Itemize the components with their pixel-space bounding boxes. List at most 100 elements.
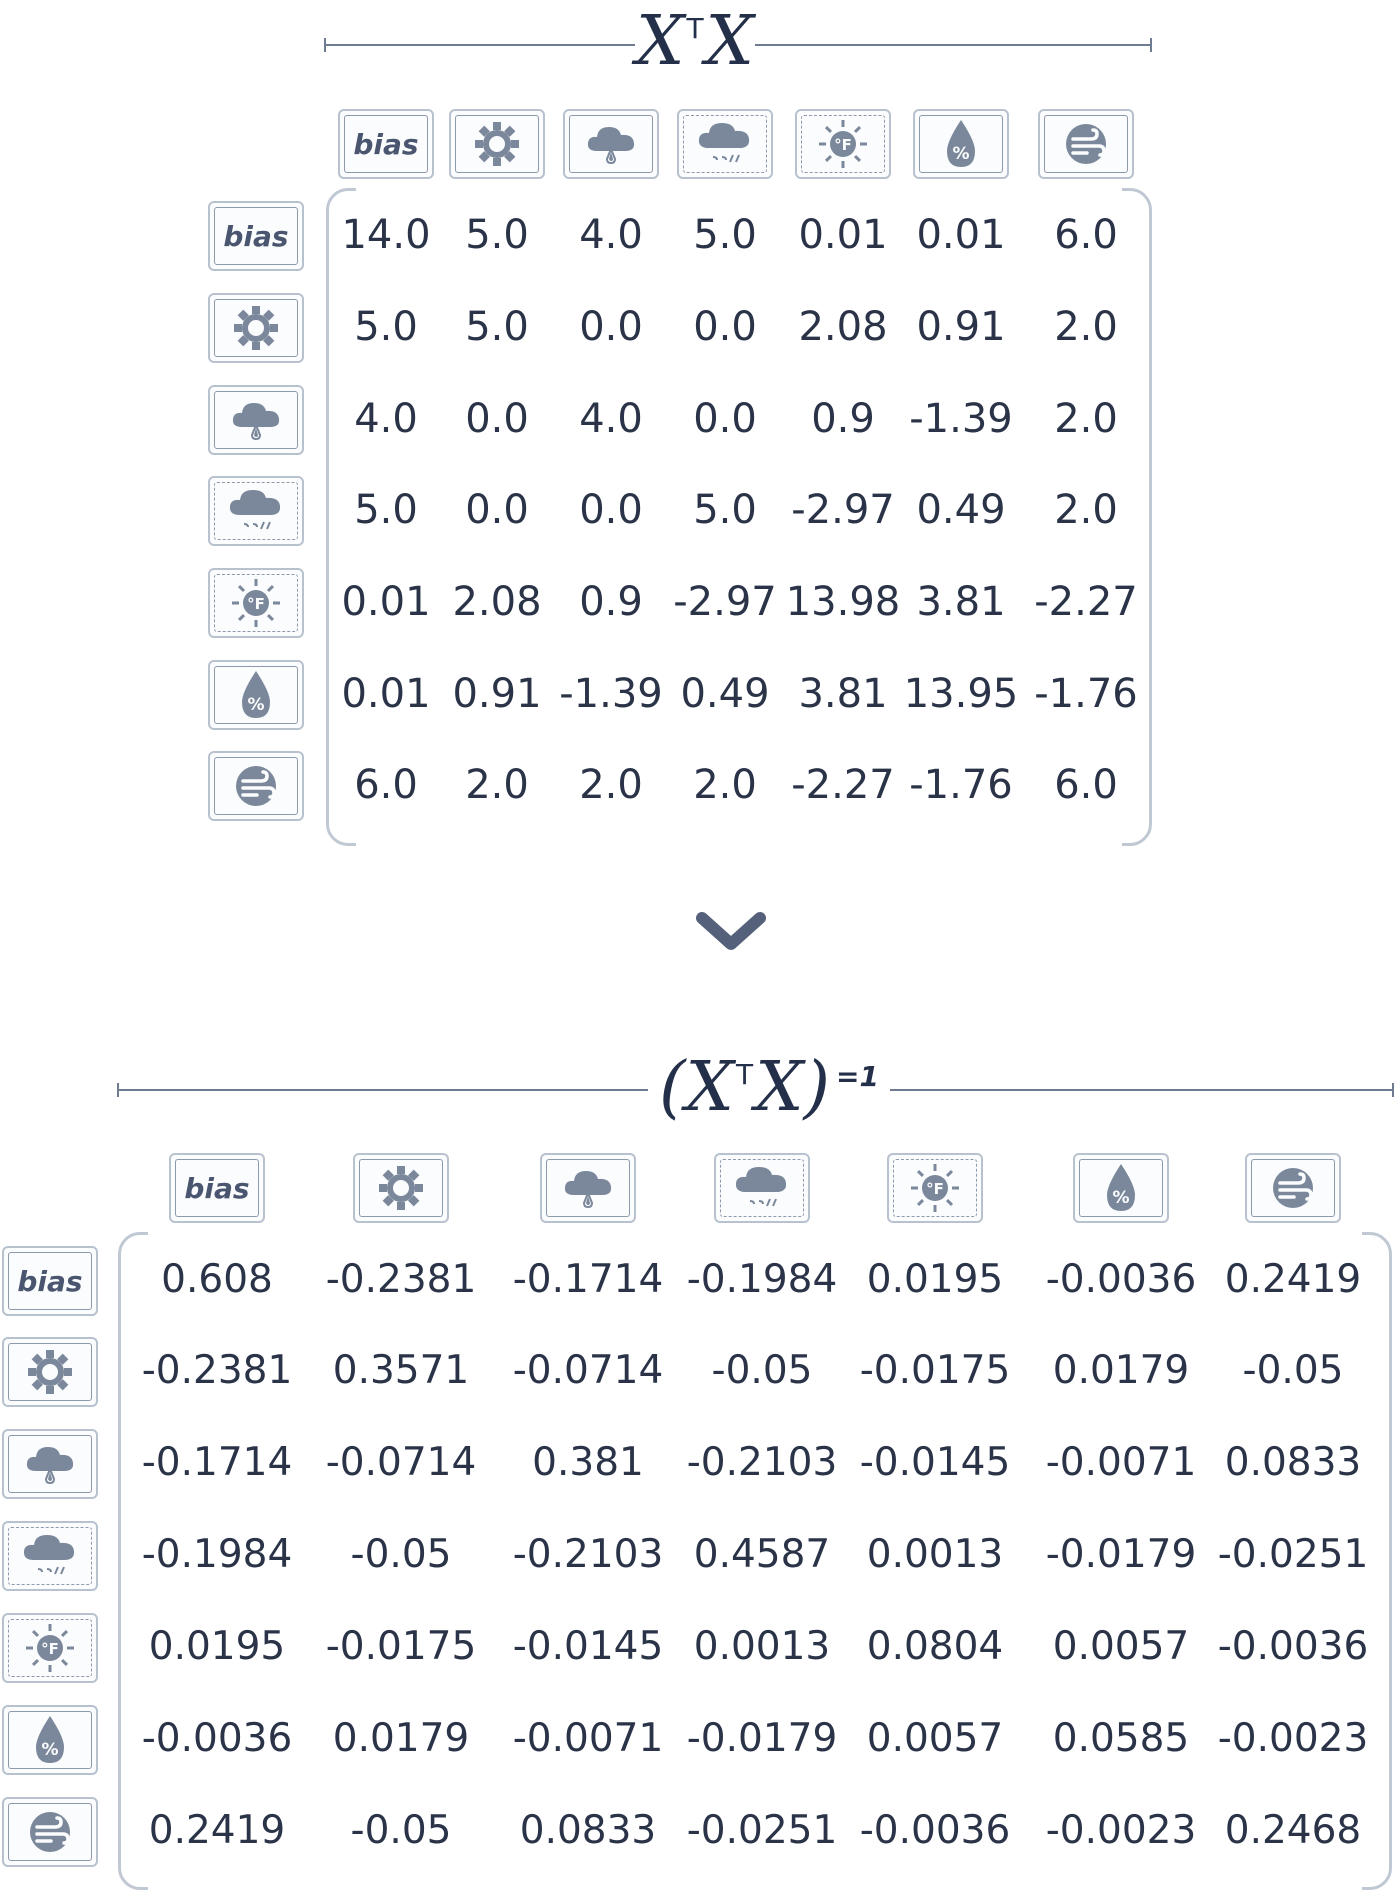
bottom-cell-r3-c0: -0.1984 xyxy=(141,1532,293,1577)
top-col-header-wind xyxy=(1038,109,1134,179)
top-cell-r0-c4: 0.01 xyxy=(798,212,888,258)
wind-icon xyxy=(1061,119,1111,169)
top-col-header-humidity: % xyxy=(913,109,1009,179)
top-row-header-sun xyxy=(208,293,304,363)
title-transpose: T xyxy=(686,12,704,45)
top-col-header-sun xyxy=(449,109,545,179)
top-cell-r3-c4: -2.97 xyxy=(791,487,895,533)
top-cell-r5-c1: 0.91 xyxy=(452,671,542,717)
bottom-row-header-humidity: % xyxy=(2,1705,98,1775)
svg-text:%: % xyxy=(952,144,969,164)
top-row-header-storm-cloud xyxy=(208,476,304,546)
bottom-row-header-temperature: °F xyxy=(2,1613,98,1683)
bottom-cell-r0-c1: -0.2381 xyxy=(325,1257,477,1302)
top-cell-r0-c6: 6.0 xyxy=(1054,212,1118,258)
humidity-icon: % xyxy=(1099,1161,1143,1215)
humidity-icon: % xyxy=(234,668,278,722)
top-cell-r2-c0: 4.0 xyxy=(354,396,418,442)
title-transpose: T xyxy=(735,1058,754,1091)
title-inverse-exponent: =1 xyxy=(836,1060,879,1093)
bottom-cell-r5-c3: -0.0179 xyxy=(686,1716,838,1761)
bottom-cell-r6-c3: -0.0251 xyxy=(686,1808,838,1853)
bottom-title-rule-right xyxy=(890,1089,1392,1091)
bottom-cell-r3-c5: -0.0179 xyxy=(1045,1532,1197,1577)
bottom-col-header-rain-cloud xyxy=(540,1153,636,1223)
top-cell-r1-c5: 0.91 xyxy=(916,304,1006,350)
top-cell-r3-c3: 5.0 xyxy=(693,487,757,533)
sun-icon xyxy=(376,1163,426,1213)
bias-label: bias xyxy=(17,1264,83,1298)
top-cell-r6-c2: 2.0 xyxy=(579,762,643,808)
bottom-col-header-wind xyxy=(1245,1153,1341,1223)
top-cell-r3-c2: 0.0 xyxy=(579,487,643,533)
rain-cloud-icon xyxy=(560,1165,616,1211)
top-cell-r4-c5: 3.81 xyxy=(916,579,1006,625)
bottom-col-header-sun xyxy=(353,1153,449,1223)
top-cell-r2-c3: 0.0 xyxy=(693,396,757,442)
wind-icon xyxy=(1268,1163,1318,1213)
top-cell-r5-c5: 13.95 xyxy=(903,671,1019,717)
bottom-cell-r6-c4: -0.0036 xyxy=(859,1808,1011,1853)
bottom-cell-r0-c6: 0.2419 xyxy=(1224,1257,1362,1302)
bottom-cell-r2-c0: -0.1714 xyxy=(141,1440,293,1485)
svg-text:°F: °F xyxy=(41,1640,59,1658)
bottom-cell-r2-c3: -0.2103 xyxy=(686,1440,838,1485)
sun-icon xyxy=(231,303,281,353)
bottom-title-tick-right xyxy=(1392,1083,1394,1097)
bottom-cell-r2-c6: 0.0833 xyxy=(1224,1440,1362,1485)
temperature-icon: °F xyxy=(905,1163,965,1213)
bias-label: bias xyxy=(353,127,419,161)
top-row-header-wind xyxy=(208,751,304,821)
bottom-title-tick-left xyxy=(117,1083,119,1097)
bottom-cell-r4-c0: 0.0195 xyxy=(148,1624,286,1669)
top-title-rule-left xyxy=(325,44,635,46)
top-col-header-rain-cloud xyxy=(563,109,659,179)
humidity-icon: % xyxy=(28,1713,72,1767)
bottom-cell-r6-c5: -0.0023 xyxy=(1045,1808,1197,1853)
top-cell-r6-c3: 2.0 xyxy=(693,762,757,808)
bottom-cell-r6-c0: 0.2419 xyxy=(148,1808,286,1853)
top-cell-r1-c0: 5.0 xyxy=(354,304,418,350)
top-cell-r6-c0: 6.0 xyxy=(354,762,418,808)
title-x: X xyxy=(685,1048,734,1127)
rain-cloud-icon xyxy=(583,121,639,167)
temperature-icon: °F xyxy=(813,119,873,169)
top-cell-r5-c0: 0.01 xyxy=(341,671,431,717)
top-cell-r0-c0: 14.0 xyxy=(341,212,431,258)
top-cell-r3-c6: 2.0 xyxy=(1054,487,1118,533)
bottom-row-header-sun xyxy=(2,1337,98,1407)
top-cell-r6-c5: -1.76 xyxy=(909,762,1013,808)
top-cell-r2-c5: -1.39 xyxy=(909,396,1013,442)
title-x2: X xyxy=(705,2,754,81)
bottom-col-header-bias: bias xyxy=(169,1153,265,1223)
rain-cloud-icon xyxy=(22,1441,78,1487)
rain-cloud-icon xyxy=(228,397,284,443)
bottom-cell-r5-c6: -0.0023 xyxy=(1217,1716,1369,1761)
bottom-row-header-storm-cloud xyxy=(2,1521,98,1591)
top-col-header-temperature: °F xyxy=(795,109,891,179)
bottom-cell-r1-c1: 0.3571 xyxy=(332,1348,470,1393)
bottom-cell-r5-c0: -0.0036 xyxy=(141,1716,293,1761)
bias-label: bias xyxy=(184,1171,250,1205)
top-bracket-gap-top xyxy=(356,184,1122,192)
bottom-cell-r5-c1: 0.0179 xyxy=(332,1716,470,1761)
sun-icon xyxy=(25,1347,75,1397)
bottom-cell-r4-c4: 0.0804 xyxy=(866,1624,1004,1669)
top-cell-r5-c4: 3.81 xyxy=(798,671,888,717)
top-cell-r4-c6: -2.27 xyxy=(1034,579,1138,625)
bottom-cell-r4-c6: -0.0036 xyxy=(1217,1624,1369,1669)
top-cell-r4-c4: 13.98 xyxy=(785,579,901,625)
bottom-row-header-rain-cloud xyxy=(2,1429,98,1499)
top-cell-r1-c4: 2.08 xyxy=(798,304,888,350)
bottom-cell-r5-c4: 0.0057 xyxy=(866,1716,1004,1761)
top-title-tick-left xyxy=(324,38,326,52)
bottom-cell-r6-c1: -0.05 xyxy=(350,1808,452,1853)
bottom-cell-r1-c4: -0.0175 xyxy=(859,1348,1011,1393)
svg-text:°F: °F xyxy=(247,595,265,613)
top-cell-r5-c6: -1.76 xyxy=(1034,671,1138,717)
title-x: X xyxy=(636,2,685,81)
top-cell-r0-c3: 5.0 xyxy=(693,212,757,258)
storm-cloud-icon xyxy=(226,487,286,535)
top-cell-r1-c1: 5.0 xyxy=(465,304,529,350)
bottom-cell-r1-c3: -0.05 xyxy=(711,1348,813,1393)
